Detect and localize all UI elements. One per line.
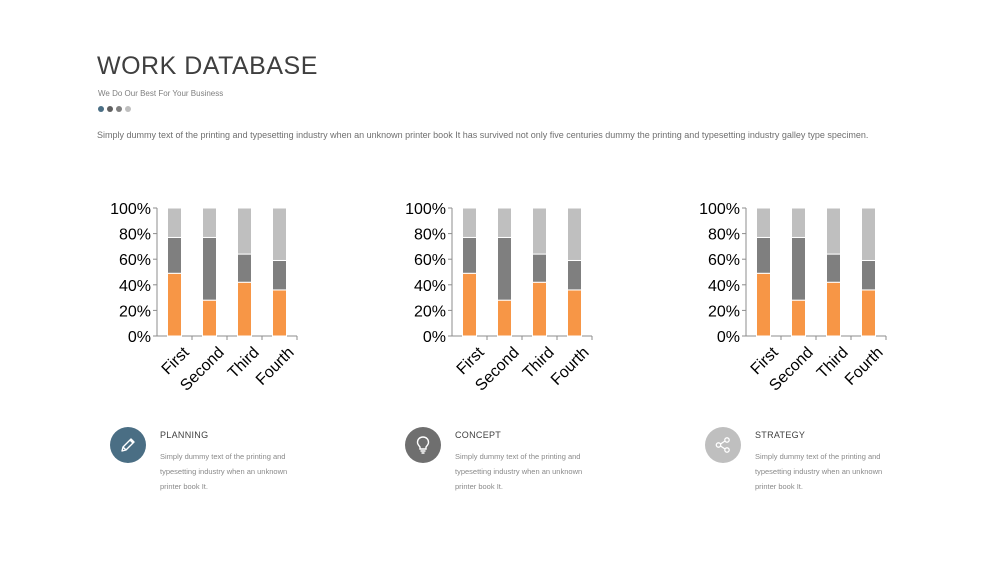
bar-segment-fourth-series-1 xyxy=(567,289,582,337)
y-tick-label: 60% xyxy=(708,252,740,269)
y-tick-label: 40% xyxy=(119,278,151,295)
bar-segment-fourth-series-2 xyxy=(861,259,876,291)
pencil-icon xyxy=(121,438,135,452)
feature-text: Simply dummy text of the printing and ty… xyxy=(160,452,288,491)
bar-segment-first-series-3 xyxy=(756,207,771,238)
bar-segment-first-series-2 xyxy=(167,236,182,274)
page-subtitle: We Do Our Best For Your Business xyxy=(98,89,224,98)
bar-segment-second-series-2 xyxy=(791,236,806,301)
dot-4 xyxy=(125,106,131,112)
bar-segment-fourth-series-3 xyxy=(861,207,876,261)
bar-segment-first-series-1 xyxy=(462,272,477,337)
y-tick-label: 0% xyxy=(423,329,446,346)
bar-segment-second-series-2 xyxy=(202,236,217,301)
bar-segment-fourth-series-1 xyxy=(861,289,876,337)
bar-segment-fourth-series-1 xyxy=(272,289,287,337)
bar-segment-third-series-2 xyxy=(826,253,841,283)
bar-segment-first-series-2 xyxy=(462,236,477,274)
bar-segment-third-series-2 xyxy=(237,253,252,283)
bar-segment-second-series-3 xyxy=(791,207,806,238)
bar-segment-first-series-2 xyxy=(756,236,771,274)
y-tick-label: 100% xyxy=(699,201,740,218)
dot-1 xyxy=(98,106,104,112)
bar-segment-third-series-2 xyxy=(532,253,547,283)
feature-title: STRATEGY xyxy=(755,430,806,440)
bar-segment-second-series-1 xyxy=(791,299,806,337)
y-tick-label: 40% xyxy=(414,278,446,295)
feature-text: Simply dummy text of the printing and ty… xyxy=(755,452,883,491)
bar-segment-third-series-3 xyxy=(237,207,252,255)
bar-segment-first-series-1 xyxy=(756,272,771,337)
bar-segment-first-series-3 xyxy=(462,207,477,238)
x-category-label: Fourth xyxy=(548,344,593,389)
y-tick-label: 80% xyxy=(708,227,740,244)
y-tick-label: 60% xyxy=(119,252,151,269)
share-icon xyxy=(715,437,730,453)
bar-segment-second-series-3 xyxy=(202,207,217,238)
x-category-label: Fourth xyxy=(842,344,887,389)
feature-icon-circle xyxy=(405,427,441,463)
y-tick-label: 20% xyxy=(708,303,740,320)
feature-title: PLANNING xyxy=(160,430,209,440)
bar-segment-third-series-3 xyxy=(826,207,841,255)
decorative-dots xyxy=(98,106,131,112)
y-tick-label: 60% xyxy=(414,252,446,269)
y-tick-label: 100% xyxy=(405,201,446,218)
bar-segment-fourth-series-3 xyxy=(272,207,287,261)
dot-3 xyxy=(116,106,122,112)
bar-segment-third-series-1 xyxy=(826,281,841,337)
bar-segment-third-series-3 xyxy=(532,207,547,255)
feature-title: CONCEPT xyxy=(455,430,502,440)
y-tick-label: 80% xyxy=(414,227,446,244)
bar-segment-second-series-2 xyxy=(497,236,512,301)
x-category-label: Fourth xyxy=(253,344,298,389)
y-tick-label: 0% xyxy=(128,329,151,346)
page-title: WORK DATABASE xyxy=(97,52,318,80)
bar-segment-first-series-1 xyxy=(167,272,182,337)
feature-icon-circle xyxy=(705,427,741,463)
feature-text: Simply dummy text of the printing and ty… xyxy=(455,452,583,491)
y-tick-label: 80% xyxy=(119,227,151,244)
bar-segment-first-series-3 xyxy=(167,207,182,238)
dot-2 xyxy=(107,106,113,112)
bar-segment-third-series-1 xyxy=(237,281,252,337)
bar-segment-second-series-1 xyxy=(497,299,512,337)
bar-segment-fourth-series-2 xyxy=(567,259,582,291)
intro-text: Simply dummy text of the printing and ty… xyxy=(97,130,869,140)
bar-segment-fourth-series-3 xyxy=(567,207,582,261)
lightbulb-icon xyxy=(416,436,430,454)
bar-segment-third-series-1 xyxy=(532,281,547,337)
y-tick-label: 20% xyxy=(414,303,446,320)
y-tick-label: 100% xyxy=(110,201,151,218)
bar-segment-second-series-3 xyxy=(497,207,512,238)
y-tick-label: 40% xyxy=(708,278,740,295)
y-tick-label: 0% xyxy=(717,329,740,346)
bar-segment-second-series-1 xyxy=(202,299,217,337)
bar-segment-fourth-series-2 xyxy=(272,259,287,291)
y-tick-label: 20% xyxy=(119,303,151,320)
feature-icon-circle xyxy=(110,427,146,463)
